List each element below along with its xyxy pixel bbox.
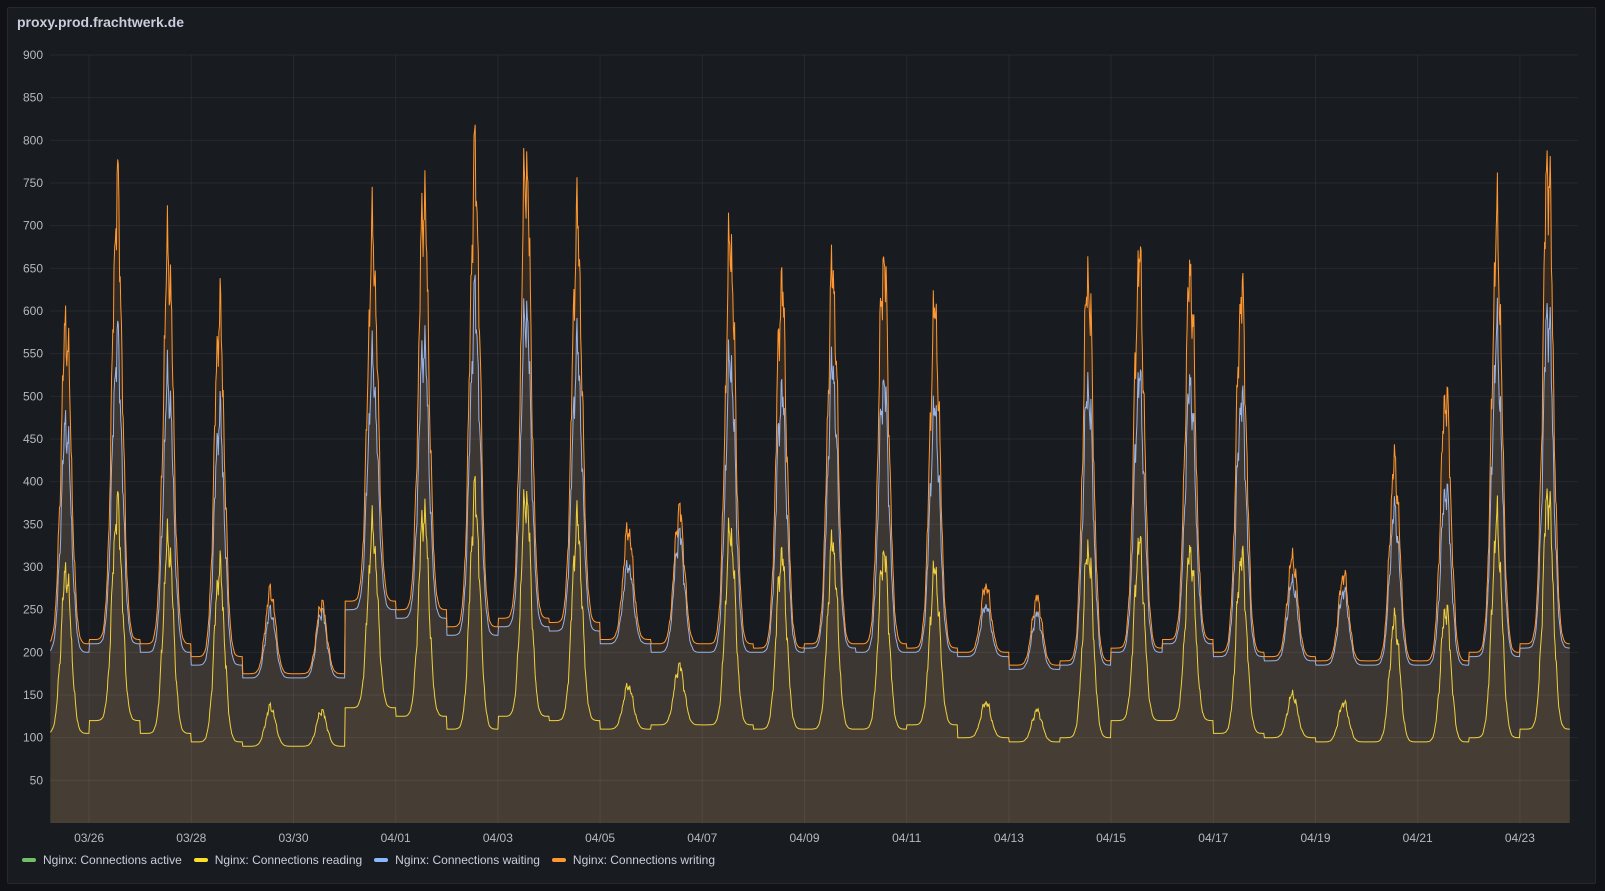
legend-item[interactable]: Nginx: Connections reading xyxy=(193,853,363,867)
y-tick-label: 750 xyxy=(23,176,43,190)
series-area xyxy=(50,124,1570,823)
dashboard-panel xyxy=(7,7,1596,884)
y-tick-label: 400 xyxy=(23,475,43,489)
x-tick-label: 04/01 xyxy=(381,831,411,845)
legend-swatch-icon xyxy=(374,858,389,862)
legend-label: Nginx: Connections waiting xyxy=(395,853,540,867)
y-axis: 900 850 800 750 700 650 600 550 500 450 400 350 300 2… xyxy=(23,48,43,787)
legend-swatch-icon xyxy=(22,858,36,862)
legend-label: Nginx: Connections writing xyxy=(572,853,715,867)
x-tick-label: 04/17 xyxy=(1198,831,1228,845)
series-area xyxy=(50,476,1570,823)
x-tick-label: 04/03 xyxy=(483,831,513,845)
y-tick-label: 500 xyxy=(23,389,43,403)
legend-item[interactable]: Nginx: Connections waiting xyxy=(374,853,540,867)
y-tick-label: 50 xyxy=(30,773,44,787)
panel-title: proxy.prod.frachtwerk.de xyxy=(17,14,185,30)
y-tick-label: 550 xyxy=(23,347,43,361)
y-tick-label: 850 xyxy=(23,91,43,105)
x-tick-label: 03/26 xyxy=(74,831,104,845)
series-line xyxy=(49,274,1570,679)
y-tick-label: 450 xyxy=(23,432,43,446)
y-tick-label: 250 xyxy=(23,603,43,617)
x-tick-label: 04/21 xyxy=(1403,831,1433,845)
chart-series xyxy=(49,124,1570,823)
legend-label: Nginx: Connections active xyxy=(43,853,182,867)
x-tick-label: 04/07 xyxy=(687,831,717,845)
y-tick-label: 200 xyxy=(23,645,43,659)
series-line xyxy=(49,124,1570,675)
x-tick-label: 04/23 xyxy=(1505,831,1535,845)
x-tick-label: 04/13 xyxy=(994,831,1024,845)
y-tick-label: 800 xyxy=(23,133,43,147)
series-area xyxy=(50,274,1570,823)
x-tick-label: 04/11 xyxy=(892,831,921,845)
legend-label: Nginx: Connections reading xyxy=(214,853,363,867)
y-tick-label: 100 xyxy=(23,731,43,745)
legend-swatch-icon xyxy=(193,858,208,862)
x-tick-label: 03/28 xyxy=(176,831,206,845)
series-line xyxy=(49,475,1570,747)
legend-item[interactable]: Nginx: Connections active xyxy=(22,853,182,867)
y-tick-label: 300 xyxy=(23,560,43,574)
x-tick-label: 04/15 xyxy=(1096,831,1126,845)
y-tick-label: 350 xyxy=(23,517,43,531)
x-tick-label: 04/05 xyxy=(585,831,615,845)
x-tick-label: 04/19 xyxy=(1300,831,1330,845)
x-tick-label: 03/30 xyxy=(278,831,308,845)
legend-swatch-icon xyxy=(551,858,566,862)
chart-grid xyxy=(50,54,1578,823)
y-tick-label: 700 xyxy=(23,219,43,233)
y-tick-label: 600 xyxy=(23,304,43,318)
chart-legend: Nginx: Connections active Nginx: Connecti… xyxy=(22,853,715,867)
y-tick-label: 900 xyxy=(23,48,43,62)
x-axis: 03/26 03/28 03/30 04/01 04/03 04/05 04/07 04/09… xyxy=(74,831,1535,845)
legend-item[interactable]: Nginx: Connections writing xyxy=(551,853,715,867)
y-tick-label: 150 xyxy=(23,688,43,702)
x-tick-label: 04/09 xyxy=(789,831,819,845)
y-tick-label: 650 xyxy=(23,261,43,275)
